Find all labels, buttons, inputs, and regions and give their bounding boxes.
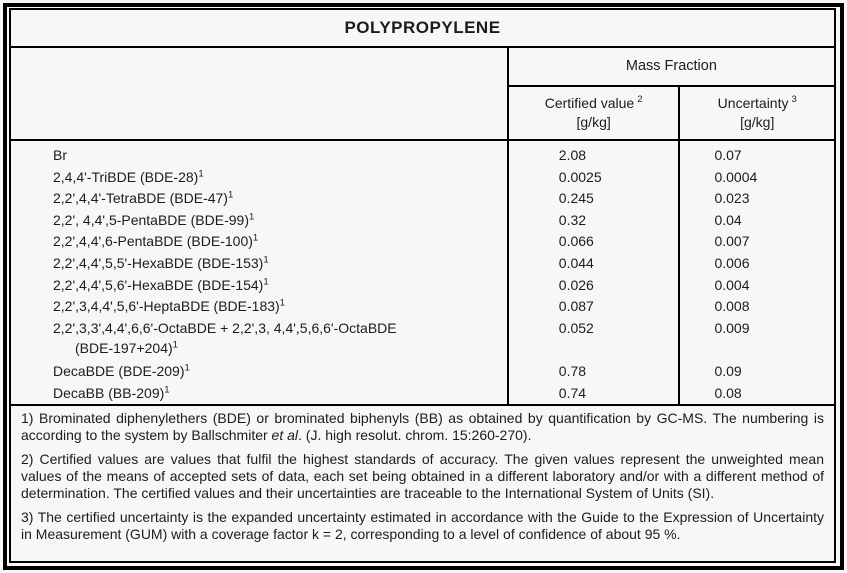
table-row: DecaBB (BB-209)1 0.74 0.08 [10, 382, 835, 406]
uncertainty-value: 0.023 [678, 188, 835, 210]
uncertainty-value: 0.08 [678, 382, 835, 406]
substance-name: 2,2',4,4',5,6'-HexaBDE (BDE-154)1 [53, 276, 269, 293]
uncertainty-value: 0.04 [678, 209, 835, 232]
footnote-ref: 1 [249, 211, 255, 223]
certified-value: 0.245 [506, 188, 680, 210]
uncertainty-value: 0.006 [678, 253, 835, 275]
uncertainty-value: 0.09 [678, 361, 835, 383]
group-header-row: Mass Fraction [10, 46, 835, 141]
certified-value: 0.0025 [506, 166, 680, 189]
table-row: 2,2',4,4',6-PentaBDE (BDE-100)1 0.066 0.… [10, 231, 835, 254]
certified-value: 0.087 [506, 296, 680, 318]
substance-name: Br [53, 146, 67, 163]
substance-name: 2,2',3,3',4,4',6,6'-OctaBDE + 2,2',3, 4,… [10, 318, 508, 361]
footnotes-section: 1) Brominated diphenylethers (BDE) or br… [10, 404, 835, 562]
certified-value-unit: [g/kg] [576, 113, 611, 130]
footnote-ref: 1 [279, 297, 285, 309]
footnote-1-italic: et al [271, 427, 299, 444]
footnote-ref: 3 [791, 94, 797, 106]
certified-value: 0.052 [506, 317, 680, 362]
mass-fraction-header: Mass Fraction [506, 46, 835, 87]
certified-value-label: Certified value 2 [544, 94, 643, 111]
table-row: 2,2',4,4',5,6'-HexaBDE (BDE-154)1 0.026 … [10, 274, 835, 297]
table-row: Br 2.08 0.07 [10, 139, 835, 167]
substance-name: 2,2',4,4'-TetraBDE (BDE-47)1 [53, 189, 234, 207]
substance-name-line2: (BDE-197+204)1 [75, 339, 178, 356]
substance-name: 2,2', 4,4',5-PentaBDE (BDE-99)1 [53, 211, 255, 228]
table-body: Br 2.08 0.07 2,4,4'-TriBDE (BDE-28)1 0.0… [10, 139, 835, 406]
certified-values-table: POLYPROPYLENE Mass Fraction Certified va… [9, 8, 836, 563]
uncertainty-value: 0.07 [678, 139, 835, 167]
uncertainty-value: 0.004 [678, 274, 835, 297]
footnote-ref: 1 [263, 254, 269, 266]
footnote-ref: 1 [227, 189, 234, 201]
substance-name: DecaBDE (BDE-209)1 [53, 362, 190, 380]
certified-value: 0.044 [506, 253, 680, 275]
certified-value-column-header: Certified value 2 [g/kg] [506, 85, 680, 141]
substance-name: 2,2',4,4',6-PentaBDE (BDE-100)1 [53, 232, 259, 250]
footnote-ref: 1 [164, 383, 170, 395]
outer-frame: POLYPROPYLENE Mass Fraction Certified va… [3, 3, 844, 570]
table-row: 2,2',4,4',5,5'-HexaBDE (BDE-153)1 0.044 … [10, 253, 835, 275]
footnote-3: 3) The certified uncertainty is the expa… [21, 509, 824, 543]
certified-value: 0.026 [506, 274, 680, 297]
uncertainty-value: 0.007 [678, 231, 835, 254]
footnote-1: 1) Brominated diphenylethers (BDE) or br… [21, 410, 824, 444]
substance-name: 2,2',3,4,4',5,6'-HeptaBDE (BDE-183)1 [53, 297, 285, 315]
footnote-ref: 1 [184, 362, 190, 374]
footnotes-row: 1) Brominated diphenylethers (BDE) or br… [10, 404, 835, 562]
certified-value: 0.32 [506, 209, 680, 232]
uncertainty-unit: [g/kg] [740, 113, 775, 130]
footnote-ref: 1 [172, 339, 178, 351]
empty-header-cell [10, 46, 508, 141]
footnote-ref: 1 [252, 232, 259, 244]
table-row: 2,4,4'-TriBDE (BDE-28)1 0.0025 0.0004 [10, 166, 835, 189]
title-row: POLYPROPYLENE [10, 9, 835, 48]
table-row: 2,2', 4,4',5-PentaBDE (BDE-99)1 0.32 0.0… [10, 209, 835, 232]
uncertainty-value: 0.008 [678, 296, 835, 318]
certified-value: 0.066 [506, 231, 680, 254]
footnote-ref: 1 [198, 168, 204, 180]
table-row: 2,2',3,4,4',5,6'-HeptaBDE (BDE-183)1 0.0… [10, 296, 835, 318]
footnote-ref: 1 [263, 276, 269, 287]
table-row: 2,2',4,4'-TetraBDE (BDE-47)1 0.245 0.023 [10, 188, 835, 210]
certified-value: 0.74 [506, 382, 680, 406]
table-row: DecaBDE (BDE-209)1 0.78 0.09 [10, 361, 835, 383]
substance-name: 2,4,4'-TriBDE (BDE-28)1 [53, 168, 204, 185]
column-header-row: Certified value 2 [g/kg] Uncertainty 3 [g/… [10, 85, 835, 141]
substance-name-line1: 2,2',3,3',4,4',6,6'-OctaBDE + 2,2',3, 4,… [53, 319, 397, 336]
footnote-2: 2) Certified values are values that fulf… [21, 451, 824, 502]
substance-name: 2,2',4,4',5,5'-HexaBDE (BDE-153)1 [53, 254, 269, 272]
certified-value: 2.08 [506, 139, 680, 167]
uncertainty-column-header: Uncertainty 3 [g/kg] [678, 85, 835, 141]
footnote-ref: 2 [637, 94, 643, 106]
uncertainty-value: 0.009 [678, 317, 835, 362]
certified-value: 0.78 [506, 361, 680, 383]
uncertainty-label: Uncertainty 3 [717, 94, 797, 111]
table-title: POLYPROPYLENE [10, 9, 835, 48]
uncertainty-value: 0.0004 [678, 166, 835, 189]
substance-name: DecaBB (BB-209)1 [53, 383, 170, 401]
table-row: 2,2',3,3',4,4',6,6'-OctaBDE + 2,2',3, 4,… [10, 317, 835, 362]
